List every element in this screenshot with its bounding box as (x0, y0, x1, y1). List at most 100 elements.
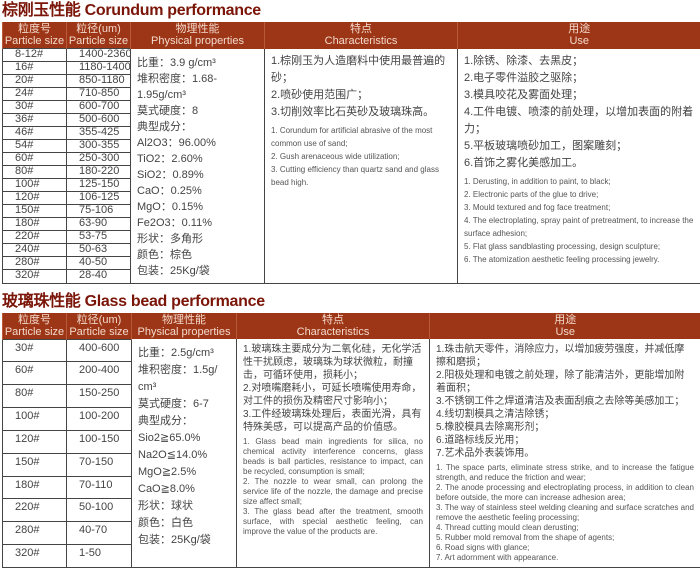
grit-number: 180# (3, 218, 67, 231)
property-line: 比重：2.5g/cm³ (138, 345, 230, 362)
particle-size-um: 500-600 (67, 114, 131, 127)
particle-size-um: 100-200 (67, 408, 132, 431)
use-en: 5. Flat glass sandblasting processing, d… (464, 240, 694, 253)
property-line: 莫式硬度：8 (137, 103, 258, 119)
grit-number: 8-12# (3, 49, 67, 62)
particle-size-um: 40-70 (67, 522, 132, 545)
property-line: 堆积密度：1.5g/ cm³ (138, 362, 230, 396)
header-zh: 粒径(um) (67, 23, 130, 35)
grit-number: 240# (3, 244, 67, 257)
use-en: 5. Rubber mold removal from the shape of… (436, 533, 694, 543)
particle-size-um: 300-355 (67, 140, 131, 153)
grit-number: 100# (3, 179, 67, 192)
column-header: 粒径(um)Particle size (67, 313, 132, 340)
use-en: 2. The anode processing and electroplati… (436, 483, 694, 503)
property-line: CaO：0.25% (137, 183, 258, 199)
grit-number: 80# (3, 385, 67, 408)
grit-number: 320# (3, 545, 67, 568)
particle-size-um: 180-220 (67, 166, 131, 179)
corundum-title: 棕刚玉性能 Corundum performance (2, 1, 700, 20)
particle-size-um: 53-75 (67, 231, 131, 244)
use-en: 4. Thread cutting mould clean derusting; (436, 523, 694, 533)
header-en: Physical properties (132, 326, 236, 338)
characteristic-zh: 3.切削效率比石英砂及玻璃珠高。 (271, 104, 451, 121)
grit-number: 16# (3, 62, 67, 75)
header-zh: 特点 (237, 314, 429, 326)
use-zh: 6.首饰之雾化美感加工。 (464, 155, 694, 172)
header-en: Use (458, 35, 700, 47)
particle-size-um: 75-106 (67, 205, 131, 218)
header-zh: 特点 (265, 23, 457, 35)
use-zh: 3.模具咬花及雾面处理； (464, 87, 694, 104)
particle-size-um: 1180-1400 (67, 62, 131, 75)
particle-size-um: 1-50 (67, 545, 132, 568)
characteristics-cell: 1.玻璃珠主要成分为二氧化硅，无化学活性干扰顾虑，玻璃珠为球状微粒，耐撞击，可循… (237, 339, 430, 568)
header-zh: 用途 (430, 314, 700, 326)
property-line: 典型成分： (138, 413, 230, 430)
particle-size-um: 250-300 (67, 153, 131, 166)
use-zh: 4.线切割模具之清洁除锈； (436, 408, 694, 421)
grit-number: 180# (3, 476, 67, 499)
grit-number: 280# (3, 522, 67, 545)
use-en: 1. The space parts, eliminate stress str… (436, 463, 694, 483)
use-cell: 1.除锈、除漆、去黑皮；2.电子零件溢胶之驱除；3.模具咬花及雾面处理；4.工件… (458, 49, 700, 284)
property-line: 比重：3.9 g/cm³ (137, 55, 258, 71)
characteristic-zh: 2.对喷嘴磨耗小，可延长喷嘴使用寿命，对工件的损伤及精密尺寸影响小； (243, 382, 423, 408)
grit-number: 220# (3, 499, 67, 522)
property-line: MgO：0.15% (137, 199, 258, 215)
header-zh: 物理性能 (131, 23, 264, 35)
use-en: 3. The way of stainless steel welding cl… (436, 503, 694, 523)
characteristic-en: 1. Glass bead main ingredients for silic… (243, 437, 423, 477)
property-line: 莫式硬度：6-7 (138, 396, 230, 413)
property-line: Al2O3：96.00% (137, 135, 258, 151)
characteristic-en: 1. Corundum for artificial abrasive of t… (271, 124, 451, 150)
property-line: 包装：25Kg/袋 (137, 263, 258, 279)
grit-number: 280# (3, 257, 67, 270)
particle-size-um: 106-125 (67, 192, 131, 205)
property-line: 堆积密度：1.68-1.95g/cm³ (137, 71, 258, 103)
grit-number: 100# (3, 408, 67, 431)
particle-size-um: 50-63 (67, 244, 131, 257)
use-en: 3. Mould textured and fog face treatment… (464, 201, 694, 214)
property-line: Sio2≧65.0% (138, 430, 230, 447)
characteristic-en: 2. Gush arenaceous wide utilization; (271, 150, 451, 163)
grit-number: 60# (3, 362, 67, 385)
use-zh: 5.橡胶模具去除离形剂； (436, 421, 694, 434)
header-en: Particle size (67, 326, 131, 338)
characteristic-zh: 2.喷砂使用范围广； (271, 87, 451, 104)
grit-number: 46# (3, 127, 67, 140)
header-en: Characteristics (265, 35, 457, 47)
glass-bead-title: 玻璃珠性能 Glass bead performance (2, 292, 700, 311)
header-zh: 粒度号 (3, 314, 66, 326)
header-zh: 用途 (458, 23, 700, 35)
particle-size-um: 400-600 (67, 339, 132, 362)
grit-number: 80# (3, 166, 67, 179)
grit-number: 24# (3, 88, 67, 101)
characteristics-cell: 1.棕刚玉为人造磨料中使用最普遍的砂；2.喷砂使用范围广；3.切削效率比石英砂及… (265, 49, 458, 284)
characteristic-en: 2. The nozzle to wear small, can prolong… (243, 477, 423, 507)
particle-size-um: 28-40 (67, 270, 131, 283)
property-line: 包装：25Kg/袋 (138, 532, 230, 549)
particle-size-um: 710-850 (67, 88, 131, 101)
particle-size-um: 600-700 (67, 101, 131, 114)
property-line: Fe2O3：0.11% (137, 215, 258, 231)
header-en: Characteristics (237, 326, 429, 338)
grit-number: 320# (3, 270, 67, 283)
use-zh: 2.阳极处理和电镀之前处理，除了能清洁外，更能增加附着面积； (436, 369, 694, 395)
grit-number: 150# (3, 205, 67, 218)
header-en: Particle size (67, 35, 130, 47)
use-zh: 3.不锈钢工件之焊道清洁及表面刮痕之去除等美感加工； (436, 395, 694, 408)
particle-size-um: 70-150 (67, 453, 132, 476)
grit-number: 120# (3, 430, 67, 453)
